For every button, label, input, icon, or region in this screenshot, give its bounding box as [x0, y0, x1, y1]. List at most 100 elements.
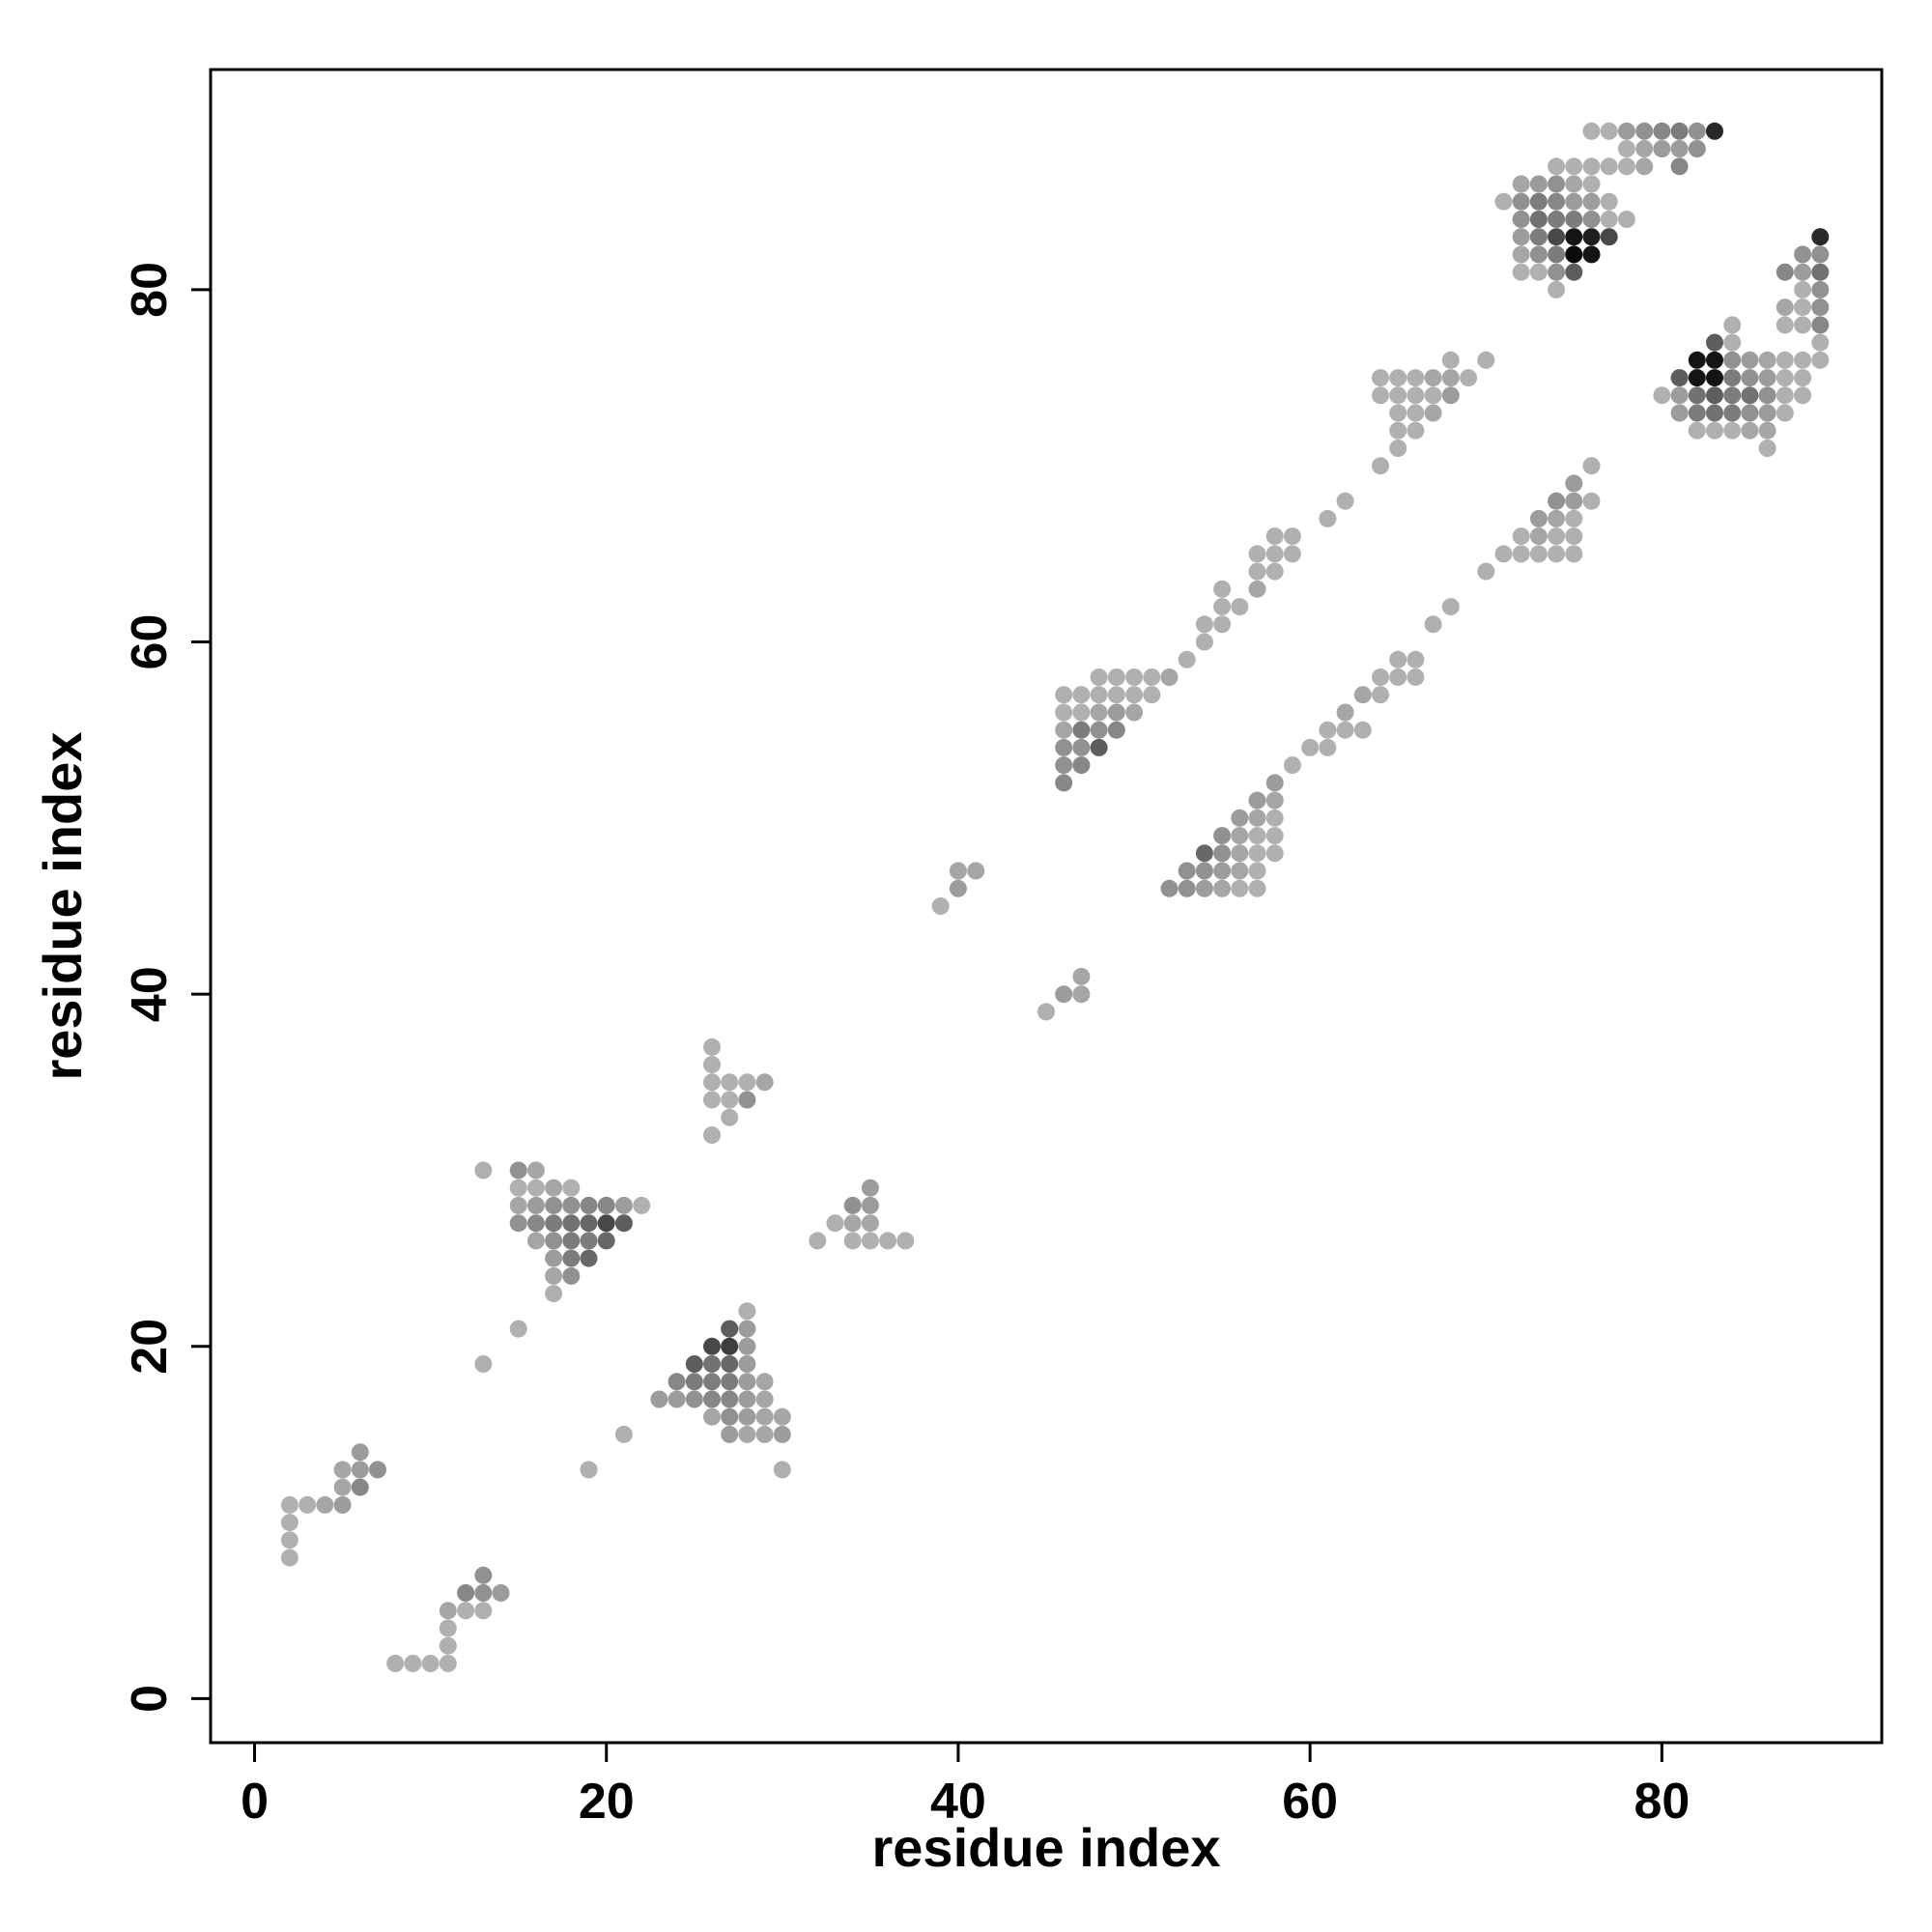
- contact-point: [404, 1655, 422, 1672]
- y-tick-label: 80: [122, 262, 178, 318]
- contact-point: [861, 1232, 879, 1250]
- contact-point: [738, 1302, 756, 1321]
- contact-point: [1670, 157, 1689, 176]
- contact-point: [1811, 298, 1830, 317]
- contact-point: [1529, 263, 1548, 281]
- contact-point: [474, 1566, 493, 1584]
- contact-point: [861, 1196, 879, 1214]
- contact-point: [1072, 967, 1091, 985]
- contact-point: [1512, 245, 1530, 264]
- contact-point: [1477, 562, 1495, 581]
- contact-point: [1776, 404, 1794, 422]
- contact-point: [1160, 879, 1179, 897]
- contact-point: [703, 1037, 721, 1056]
- contact-point: [738, 1373, 756, 1391]
- contact-point: [685, 1373, 703, 1391]
- contact-point: [1565, 527, 1583, 546]
- contact-point: [1776, 263, 1794, 281]
- contact-point: [1055, 774, 1073, 792]
- contact-point: [1125, 686, 1144, 704]
- contact-point: [1811, 351, 1830, 369]
- contact-point: [1723, 404, 1742, 422]
- contact-point: [1548, 280, 1566, 298]
- contact-point: [1529, 192, 1548, 211]
- contact-point: [1794, 245, 1812, 264]
- contact-point: [1248, 562, 1266, 581]
- contact-point: [1389, 386, 1407, 405]
- contact-point: [721, 1337, 739, 1355]
- contact-point: [1706, 404, 1723, 422]
- contact-point: [1670, 140, 1689, 157]
- contact-point: [738, 1337, 756, 1355]
- contact-point: [1548, 175, 1566, 193]
- contact-point: [316, 1495, 334, 1514]
- contact-point: [1353, 721, 1372, 739]
- contact-point: [545, 1249, 563, 1267]
- contact-point: [1529, 545, 1548, 563]
- contact-point: [1512, 211, 1530, 228]
- contact-point: [843, 1232, 862, 1250]
- contact-point: [1231, 862, 1249, 880]
- contact-point: [1670, 386, 1689, 405]
- contact-point: [1283, 545, 1301, 563]
- contact-point: [1265, 809, 1284, 827]
- contact-point: [755, 1373, 774, 1391]
- contact-point: [1688, 421, 1706, 440]
- contact-point: [1582, 175, 1601, 193]
- contact-point: [1424, 615, 1442, 634]
- contact-point: [1706, 386, 1723, 405]
- contact-point: [597, 1214, 615, 1233]
- contact-point: [280, 1514, 298, 1532]
- contact-point: [509, 1161, 527, 1179]
- contact-point: [1776, 316, 1794, 334]
- contact-point: [1811, 316, 1830, 334]
- contact-point: [1125, 703, 1144, 722]
- contact-point: [1617, 122, 1635, 140]
- contact-point: [1741, 386, 1759, 405]
- contact-point: [721, 1108, 739, 1126]
- contact-point: [1688, 140, 1706, 157]
- contact-point: [1548, 157, 1566, 176]
- contact-point: [509, 1179, 527, 1197]
- contact-point: [1653, 386, 1671, 405]
- contact-point: [614, 1196, 633, 1214]
- contact-point: [1635, 122, 1654, 140]
- contact-point: [369, 1461, 386, 1479]
- contact-point: [1565, 474, 1583, 493]
- contact-point: [439, 1636, 457, 1655]
- contact-point: [1565, 192, 1583, 211]
- contact-point: [1582, 228, 1601, 246]
- contact-point: [1548, 211, 1566, 228]
- contact-point: [580, 1461, 598, 1479]
- contact-point: [1706, 369, 1723, 387]
- contact-point: [1231, 809, 1249, 827]
- contact-point: [1565, 157, 1583, 176]
- contact-point: [351, 1478, 369, 1496]
- contact-point: [1090, 703, 1108, 722]
- contact-point: [1248, 827, 1266, 845]
- contact-point: [738, 1091, 756, 1109]
- contact-point: [721, 1320, 739, 1338]
- contact-point: [526, 1232, 545, 1250]
- contact-point: [1248, 545, 1266, 563]
- contact-point: [721, 1373, 739, 1391]
- data-points: [280, 122, 1830, 1672]
- contact-point: [721, 1425, 739, 1443]
- contact-point: [1072, 686, 1091, 704]
- contact-point: [1688, 386, 1706, 405]
- contact-point: [526, 1179, 545, 1197]
- contact-point: [562, 1179, 581, 1197]
- contact-point: [721, 1390, 739, 1408]
- contact-point: [931, 897, 950, 915]
- contact-point: [773, 1407, 791, 1426]
- contact-point: [703, 1355, 721, 1373]
- contact-point: [1794, 316, 1812, 334]
- contact-point: [545, 1196, 563, 1214]
- contact-point: [1389, 650, 1407, 668]
- contact-point: [1265, 791, 1284, 810]
- contact-point: [1723, 351, 1742, 369]
- contact-point: [280, 1548, 298, 1567]
- contact-point: [1389, 440, 1407, 457]
- contact-point: [1389, 404, 1407, 422]
